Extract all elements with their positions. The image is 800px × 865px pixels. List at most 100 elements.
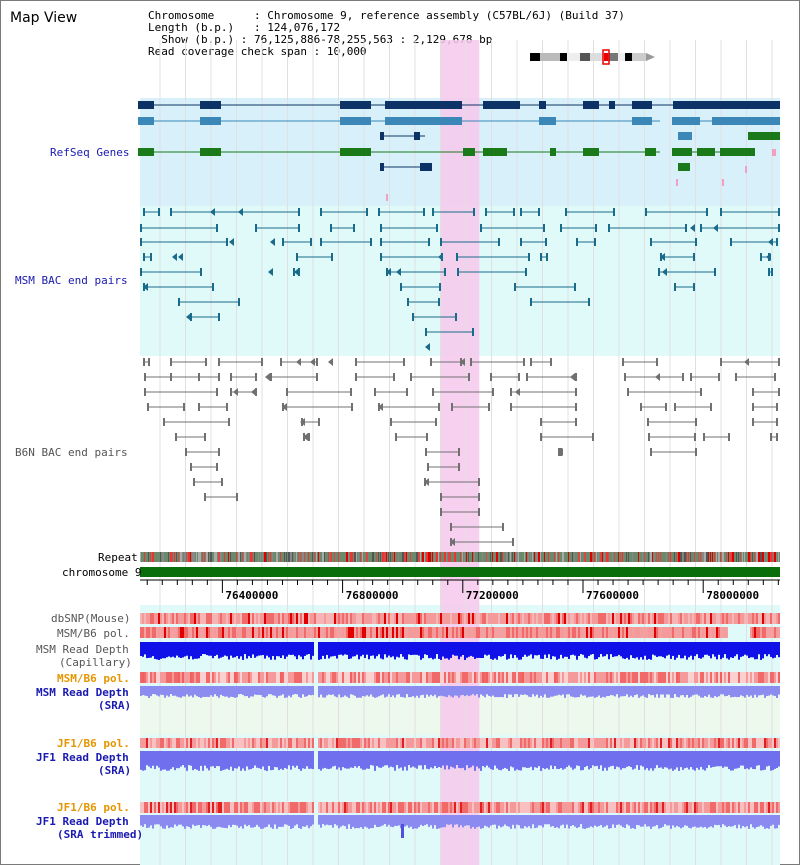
depth-bar bbox=[364, 815, 366, 827]
heat-cell bbox=[462, 672, 464, 683]
depth-bar bbox=[542, 815, 544, 828]
heat-cell bbox=[714, 802, 716, 813]
msm-bac-label[interactable]: MSM BAC end pairs bbox=[15, 274, 128, 287]
depth-bar bbox=[408, 686, 410, 698]
depth-bar bbox=[508, 815, 510, 827]
depth-bar bbox=[550, 751, 552, 766]
repeat-element bbox=[548, 552, 549, 562]
depth-bar bbox=[706, 751, 708, 769]
heat-cell bbox=[658, 613, 660, 624]
depth-bar bbox=[540, 751, 542, 771]
heat-cell bbox=[368, 738, 370, 748]
depth-bar bbox=[196, 686, 198, 697]
heat-cell bbox=[768, 738, 770, 748]
dbsnp-label[interactable]: dbSNP(Mouse) bbox=[51, 612, 131, 625]
jf1-b6-pol-trim-label[interactable]: JF1/B6 pol. bbox=[57, 801, 130, 814]
jf1-read-depth-label[interactable]: JF1 Read Depth bbox=[36, 751, 129, 764]
repeat-element bbox=[496, 552, 498, 562]
heat-cell bbox=[536, 613, 538, 624]
msm-b6-pol-label[interactable]: MSM/B6 pol. bbox=[57, 627, 130, 640]
depth-bar bbox=[320, 815, 322, 828]
heat-cell bbox=[414, 802, 416, 813]
b6n-bac-label[interactable]: B6N BAC end pairs bbox=[15, 446, 128, 459]
heat-cell bbox=[170, 738, 172, 748]
heat-cell bbox=[144, 613, 146, 624]
heat-cell bbox=[772, 802, 774, 813]
heat-cell bbox=[290, 613, 292, 624]
heat-cell bbox=[268, 627, 270, 638]
heat-cell bbox=[698, 672, 700, 683]
gene-exon bbox=[745, 166, 747, 173]
depth-bar bbox=[640, 751, 642, 766]
refseq-genes-label[interactable]: RefSeq Genes bbox=[50, 146, 130, 159]
heat-cell bbox=[706, 613, 708, 624]
depth-bar bbox=[210, 686, 212, 696]
heat-cell bbox=[604, 627, 606, 638]
heat-cell bbox=[276, 738, 278, 748]
depth-bar bbox=[300, 815, 302, 829]
jf1-b6-pol-label[interactable]: JF1/B6 pol. bbox=[57, 737, 130, 750]
repeat-element bbox=[554, 552, 555, 562]
depth-bar bbox=[460, 642, 462, 657]
repeat-element bbox=[304, 552, 305, 562]
depth-bar bbox=[662, 686, 664, 695]
repeat-element bbox=[502, 552, 503, 562]
bac-end bbox=[588, 298, 590, 306]
depth-bar bbox=[150, 642, 152, 658]
heat-cell bbox=[546, 672, 548, 683]
heat-cell bbox=[362, 802, 364, 813]
msm-read-depth-sra-label[interactable]: MSM Read Depth bbox=[36, 686, 129, 699]
bac-end bbox=[143, 253, 145, 261]
heat-cell bbox=[594, 738, 596, 748]
gene-exon bbox=[380, 163, 384, 171]
heat-cell bbox=[550, 672, 552, 683]
heat-cell bbox=[564, 613, 566, 624]
bac-end-marker bbox=[300, 418, 305, 426]
depth-bar bbox=[702, 815, 704, 828]
bac-end bbox=[230, 373, 232, 381]
depth-bar bbox=[226, 642, 228, 657]
heat-cell bbox=[690, 627, 692, 638]
depth-bar bbox=[650, 686, 652, 696]
heat-cell bbox=[436, 613, 438, 624]
depth-bar bbox=[392, 642, 394, 657]
msm-b6-pol-sra-label[interactable]: MSM/B6 pol. bbox=[57, 672, 130, 685]
heat-cell bbox=[290, 672, 292, 683]
depth-bar bbox=[230, 815, 232, 828]
heat-cell bbox=[256, 738, 258, 748]
msm-read-depth-cap-label[interactable]: MSM Read Depth bbox=[36, 643, 129, 656]
depth-bar bbox=[188, 686, 190, 697]
heat-cell bbox=[558, 738, 560, 748]
heat-cell bbox=[638, 802, 640, 813]
depth-bar bbox=[510, 642, 512, 655]
depth-bar bbox=[778, 686, 780, 695]
depth-bar bbox=[614, 686, 616, 697]
gene-exon bbox=[583, 101, 599, 109]
depth-bar bbox=[444, 815, 446, 828]
depth-bar bbox=[476, 686, 478, 695]
depth-bar bbox=[770, 751, 772, 771]
heat-cell bbox=[646, 738, 648, 748]
jf1-read-depth-trim-label[interactable]: JF1 Read Depth bbox=[36, 815, 129, 828]
depth-bar bbox=[684, 751, 686, 769]
heat-cell bbox=[148, 613, 150, 624]
depth-bar bbox=[522, 751, 524, 768]
depth-bar bbox=[558, 686, 560, 695]
heat-cell bbox=[544, 802, 546, 813]
depth-bar bbox=[234, 642, 236, 658]
bac-end bbox=[444, 268, 446, 276]
depth-bar bbox=[346, 815, 348, 829]
bac-end-marker bbox=[210, 208, 215, 216]
heat-cell bbox=[194, 613, 196, 624]
depth-bar bbox=[434, 642, 436, 659]
heat-cell bbox=[254, 627, 256, 638]
depth-bar bbox=[636, 686, 638, 695]
bac-end bbox=[595, 224, 597, 232]
heat-cell bbox=[472, 672, 474, 683]
depth-bar bbox=[368, 686, 370, 697]
depth-bar bbox=[688, 642, 690, 658]
depth-bar bbox=[700, 815, 702, 827]
repeat-element bbox=[386, 552, 387, 562]
heat-cell bbox=[338, 672, 340, 683]
